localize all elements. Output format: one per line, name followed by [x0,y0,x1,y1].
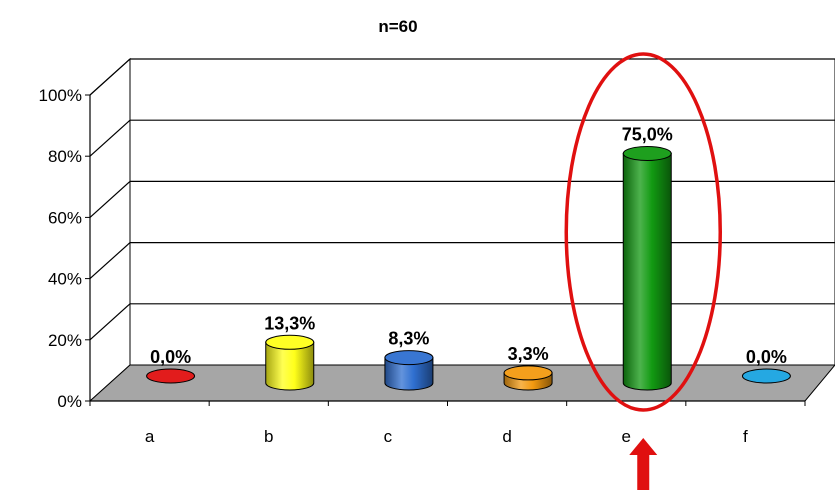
back-wall [129,58,835,366]
y-tick-label: 60% [48,208,82,227]
floor [88,364,835,402]
bar-b [265,341,315,391]
highlight-arrow [629,438,658,490]
y-tick-label: 100% [39,86,82,105]
gridline-side [89,58,131,96]
x-tick-label: e [622,427,631,446]
data-label: 75,0% [622,125,673,145]
y-tick-label: 0% [57,392,82,411]
bar-top-b [265,334,315,350]
gridline-side [89,180,131,218]
data-label: 3,3% [508,344,549,364]
y-tick-label: 80% [48,147,82,166]
data-label: 13,3% [264,313,315,333]
bar-top-d [503,365,553,381]
gridline-side [89,119,131,157]
data-label: 8,3% [388,329,429,349]
bar-c [384,357,434,391]
side-wall [89,57,131,403]
bar-top-a [146,368,196,384]
x-tick-label: d [502,427,511,446]
bar-top-c [384,350,434,366]
x-tick-label: a [145,427,155,446]
bar-top-e [622,146,672,161]
gridline-side [89,242,131,280]
x-tick-label: f [743,427,748,446]
highlight-ellipse [564,52,722,412]
gridline-side [89,303,131,341]
y-tick-label: 20% [48,331,82,350]
chart-title: n=60 [378,17,417,36]
bar-top-f [741,368,791,384]
bar-e [622,153,672,391]
y-tick-label: 40% [48,270,82,289]
data-label: 0,0% [746,347,787,367]
x-tick-label: b [264,427,273,446]
x-tick-label: c [384,427,393,446]
data-label: 0,0% [150,347,191,367]
